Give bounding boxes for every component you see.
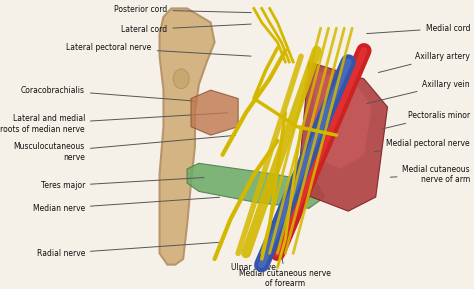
Text: Musculocutaneous
nerve: Musculocutaneous nerve	[14, 135, 236, 162]
Polygon shape	[187, 163, 325, 208]
Text: Posterior cord: Posterior cord	[114, 5, 251, 14]
Text: Lateral and medial
roots of median nerve: Lateral and medial roots of median nerve	[0, 113, 228, 134]
Text: Axillary vein: Axillary vein	[367, 80, 470, 103]
Text: Coracobrachialis: Coracobrachialis	[21, 86, 196, 101]
Text: Radial nerve: Radial nerve	[36, 242, 219, 258]
Text: Axillary artery: Axillary artery	[378, 52, 470, 73]
Text: Medial cord: Medial cord	[367, 24, 470, 34]
Text: Ulnar nerve: Ulnar nerve	[231, 244, 276, 272]
Text: Lateral cord: Lateral cord	[121, 24, 251, 34]
Text: Lateral pectoral nerve: Lateral pectoral nerve	[66, 43, 251, 56]
Ellipse shape	[173, 69, 189, 89]
Text: Medial cutaneous nerve
of forearm: Medial cutaneous nerve of forearm	[239, 256, 331, 288]
Polygon shape	[160, 8, 215, 265]
Text: Medial pectoral nerve: Medial pectoral nerve	[374, 139, 470, 152]
Text: Medial cutaneous
nerve of arm: Medial cutaneous nerve of arm	[390, 165, 470, 184]
Polygon shape	[297, 62, 388, 211]
Text: Pectoralis minor: Pectoralis minor	[383, 111, 470, 129]
Text: Median nerve: Median nerve	[33, 197, 219, 213]
Polygon shape	[191, 90, 238, 135]
Text: Teres major: Teres major	[40, 177, 204, 190]
Polygon shape	[309, 71, 372, 169]
